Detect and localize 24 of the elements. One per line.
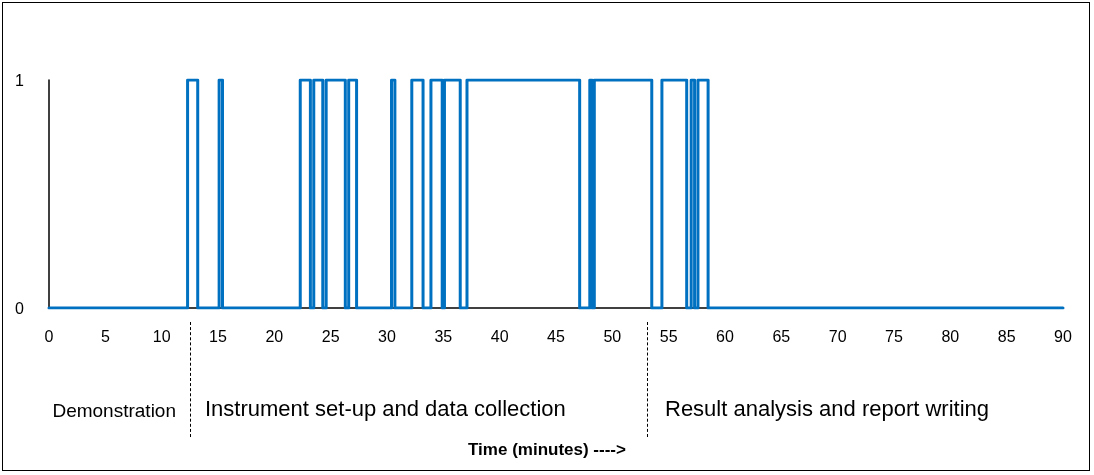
- x-tick-label: 25: [321, 327, 340, 345]
- x-tick-label: 10: [152, 327, 171, 345]
- x-tick-label: 35: [434, 327, 453, 345]
- x-tick-label: 90: [1054, 327, 1072, 345]
- x-tick-label: 70: [828, 327, 847, 345]
- text: Result analysis and report writing: [665, 396, 990, 421]
- x-tick-label: 40: [490, 327, 509, 345]
- x-tick-label: 15: [209, 327, 227, 345]
- text: Demonstration: [52, 400, 176, 421]
- x-tick-label: 55: [659, 327, 678, 345]
- x-tick-label: 60: [716, 327, 734, 345]
- x-tick-label: 45: [547, 327, 565, 345]
- x-tick-label: 65: [772, 327, 791, 345]
- x-tick-label: 80: [941, 327, 960, 345]
- x-tick-label: 75: [885, 327, 903, 345]
- text: Time (minutes) ---->: [467, 440, 627, 459]
- text: Instrument set-up and data collection: [205, 396, 566, 421]
- x-tick-label: 0: [44, 327, 54, 345]
- y-tick-label: 1: [15, 71, 24, 89]
- x-tick-label: 5: [100, 327, 110, 345]
- x-tick-label: 30: [378, 327, 396, 345]
- x-tick-label: 85: [997, 327, 1016, 345]
- x-tick-label: 50: [603, 327, 622, 345]
- x-tick-label: 20: [265, 327, 284, 345]
